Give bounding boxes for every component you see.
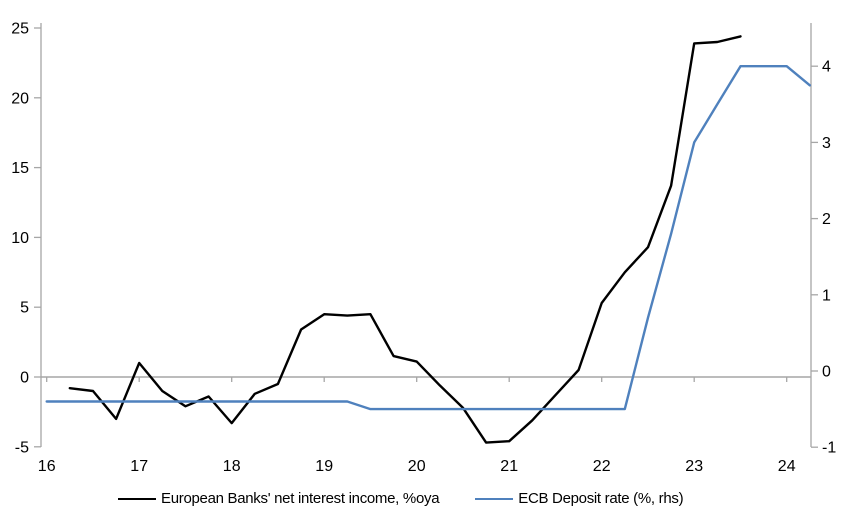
x-axis-tick-label: 22	[593, 458, 611, 475]
deposit-rate-legend-label: ECB Deposit rate (%, rhs)	[518, 490, 684, 507]
x-axis-tick-label: 20	[408, 458, 426, 475]
right-axis-tick-label: 4	[822, 59, 831, 76]
right-axis-tick-label: 2	[822, 211, 831, 228]
right-axis-tick-label: 0	[822, 364, 831, 381]
net-interest-income-series-line	[68, 35, 742, 444]
x-axis-tick-label: 23	[685, 458, 703, 475]
legend-item-net-interest-income: European Banks' net interest income, %oy…	[118, 490, 440, 507]
x-axis-tick-label: 18	[223, 458, 241, 475]
legend-item-deposit-rate: ECB Deposit rate (%, rhs)	[475, 490, 684, 507]
right-axis-tick-label: 3	[822, 135, 831, 152]
net-interest-income-legend-label: European Banks' net interest income, %oy…	[161, 490, 440, 507]
left-axis-tick-label: 10	[11, 230, 29, 247]
x-axis-tick-label: 19	[315, 458, 333, 475]
right-axis-tick-label: -1	[822, 440, 836, 457]
left-axis-tick-label: -5	[15, 439, 29, 456]
left-axis-tick-label: 0	[20, 370, 29, 387]
right-axis-tick-label: 1	[822, 287, 831, 304]
left-axis-tick-label: 15	[11, 160, 29, 177]
left-axis-tick-label: 5	[20, 300, 29, 317]
left-axis-tick-label: 20	[11, 90, 29, 107]
chart-legend: European Banks' net interest income, %oy…	[118, 490, 684, 507]
deposit-rate-legend-line	[475, 497, 514, 500]
deposit-rate-series-line	[45, 64, 811, 411]
x-axis-tick-label: 21	[500, 458, 518, 475]
left-axis-tick-label: 25	[11, 21, 29, 38]
x-axis-tick-label: 24	[778, 458, 796, 475]
x-axis-tick-label: 16	[38, 458, 56, 475]
x-axis-tick-label: 17	[130, 458, 148, 475]
net-interest-income-legend-line	[118, 497, 156, 500]
